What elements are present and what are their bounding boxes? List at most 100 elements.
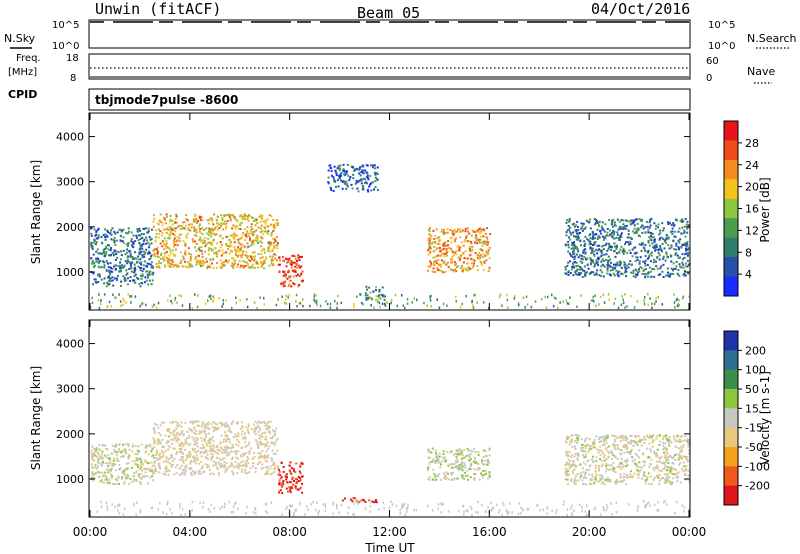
power-echo-cell xyxy=(602,248,605,251)
velocity-echo-cell xyxy=(96,461,99,464)
power-echo-cell xyxy=(454,251,457,254)
velocity-echo-cell xyxy=(474,473,477,476)
power-echo-cell xyxy=(349,176,352,179)
power-ground-scatter-cell xyxy=(524,306,526,309)
velocity-echo-cell xyxy=(292,468,295,471)
power-echo-cell xyxy=(608,264,611,267)
power-echo-cell xyxy=(243,245,246,248)
velocity-echo-cell xyxy=(643,435,646,438)
power-ground-scatter-cell xyxy=(599,295,602,299)
velocity-echo-cell xyxy=(114,451,117,454)
power-echo-cell xyxy=(567,270,570,273)
power-echo-cell xyxy=(651,268,654,270)
velocity-echo-cell xyxy=(145,450,148,453)
velocity-echo-cell xyxy=(609,480,612,483)
power-echo-cell xyxy=(125,269,128,272)
power-echo-cell xyxy=(221,264,224,267)
power-echo-cell xyxy=(619,238,621,241)
power-echo-cell xyxy=(455,262,457,265)
power-echo-cell xyxy=(600,225,603,228)
velocity-echo-cell xyxy=(234,465,237,468)
velocity-echo-cell xyxy=(648,465,651,468)
velocity-echo-cell xyxy=(648,437,651,440)
velocity-echo-cell xyxy=(427,450,430,453)
power-colorbar-tick-label: 20 xyxy=(745,181,759,194)
power-echo-cell xyxy=(483,261,486,264)
velocity-echo-cell xyxy=(173,473,176,476)
power-echo-cell xyxy=(110,247,112,249)
velocity-echo-cell xyxy=(215,462,217,465)
power-ground-scatter-cell xyxy=(353,305,355,309)
velocity-echo-cell xyxy=(263,454,266,457)
velocity-echo-cell xyxy=(646,447,649,450)
velocity-echo-cell xyxy=(110,467,113,470)
velocity-echo-cell xyxy=(671,457,674,460)
velocity-echo-cell xyxy=(162,454,165,457)
velocity-echo-cell xyxy=(247,425,250,428)
power-echo-cell xyxy=(608,246,611,249)
power-echo-cell xyxy=(486,243,489,246)
power-echo-cell xyxy=(662,276,665,278)
power-echo-cell xyxy=(683,269,686,272)
power-colorbar-tick-label: 28 xyxy=(745,137,759,150)
velocity-echo-cell xyxy=(261,443,264,446)
velocity-echo-cell xyxy=(190,420,193,423)
velocity-echo-cell xyxy=(601,452,604,454)
velocity-ground-scatter-cell xyxy=(602,507,605,510)
velocity-echo-cell xyxy=(90,450,93,453)
power-echo-cell xyxy=(157,228,160,231)
velocity-echo-cell xyxy=(668,471,671,474)
power-echo-cell xyxy=(109,249,112,252)
power-echo-cell xyxy=(636,227,639,230)
power-echo-cell xyxy=(667,244,670,247)
velocity-echo-cell xyxy=(669,482,672,485)
power-echo-cell xyxy=(268,241,271,244)
power-echo-cell xyxy=(464,230,467,233)
power-echo-cell xyxy=(481,256,484,259)
power-echo-cell xyxy=(297,254,300,257)
velocity-echo-cell xyxy=(105,447,108,450)
power-echo-cell xyxy=(333,165,336,168)
velocity-echo-cell xyxy=(267,454,270,457)
power-echo-cell xyxy=(102,234,105,237)
velocity-echo-cell xyxy=(182,461,185,464)
velocity-echo-cell xyxy=(159,455,162,458)
power-echo-cell xyxy=(443,261,446,264)
power-echo-cell xyxy=(134,251,137,254)
power-echo-cell xyxy=(653,268,656,271)
velocity-echo-cell xyxy=(95,447,98,450)
velocity-echo-cell xyxy=(298,476,301,479)
power-echo-cell xyxy=(606,249,609,252)
power-echo-cell xyxy=(631,263,633,266)
power-echo-cell xyxy=(260,215,263,217)
power-echo-cell xyxy=(264,227,267,230)
power-echo-cell xyxy=(165,257,168,260)
power-echo-cell xyxy=(214,234,217,236)
power-echo-cell xyxy=(674,230,676,233)
power-echo-cell xyxy=(436,247,439,250)
power-ground-scatter-cell xyxy=(446,304,448,307)
velocity-echo-cell xyxy=(434,449,437,452)
velocity-echo-cell xyxy=(670,441,673,444)
power-ground-scatter-cell xyxy=(383,302,386,306)
velocity-echo-cell xyxy=(165,459,167,462)
velocity-echo-cell xyxy=(241,437,244,440)
power-echo-cell xyxy=(215,252,218,255)
velocity-echo-cell xyxy=(682,446,684,449)
velocity-echo-cell xyxy=(195,457,198,459)
power-echo-cell xyxy=(366,294,369,297)
velocity-echo-cell xyxy=(452,462,455,465)
velocity-echo-cell xyxy=(114,483,117,485)
velocity-echo-cell xyxy=(662,435,665,438)
power-echo-cell xyxy=(573,235,576,238)
power-ground-scatter-cell xyxy=(411,301,413,304)
power-echo-cell xyxy=(608,273,611,276)
power-echo-cell xyxy=(472,266,474,269)
velocity-echo-cell xyxy=(166,457,169,460)
power-echo-cell xyxy=(115,279,118,281)
power-ground-scatter-cell xyxy=(134,295,137,298)
power-echo-cell xyxy=(584,235,587,238)
power-echo-cell xyxy=(291,261,294,264)
velocity-echo-cell xyxy=(573,463,576,466)
power-echo-cell xyxy=(646,272,649,275)
